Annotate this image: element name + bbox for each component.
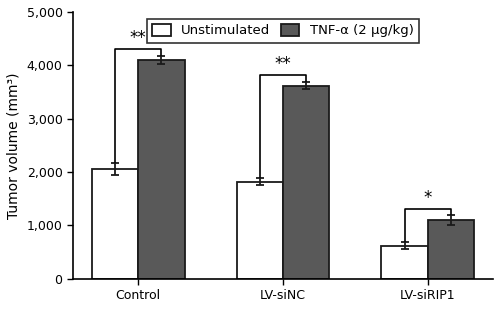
Text: **: ** (130, 29, 146, 47)
Y-axis label: Tumor volume (mm³): Tumor volume (mm³) (7, 72, 21, 218)
Bar (428, 220, 474, 279)
Bar (236, 182, 283, 279)
Text: **: ** (274, 55, 291, 73)
Bar (283, 86, 330, 279)
Legend: Unstimulated, TNF-α (2 μg/kg): Unstimulated, TNF-α (2 μg/kg) (147, 19, 419, 43)
Bar (138, 60, 184, 279)
Bar (92, 169, 138, 279)
Bar (382, 246, 428, 279)
Text: *: * (424, 188, 432, 207)
